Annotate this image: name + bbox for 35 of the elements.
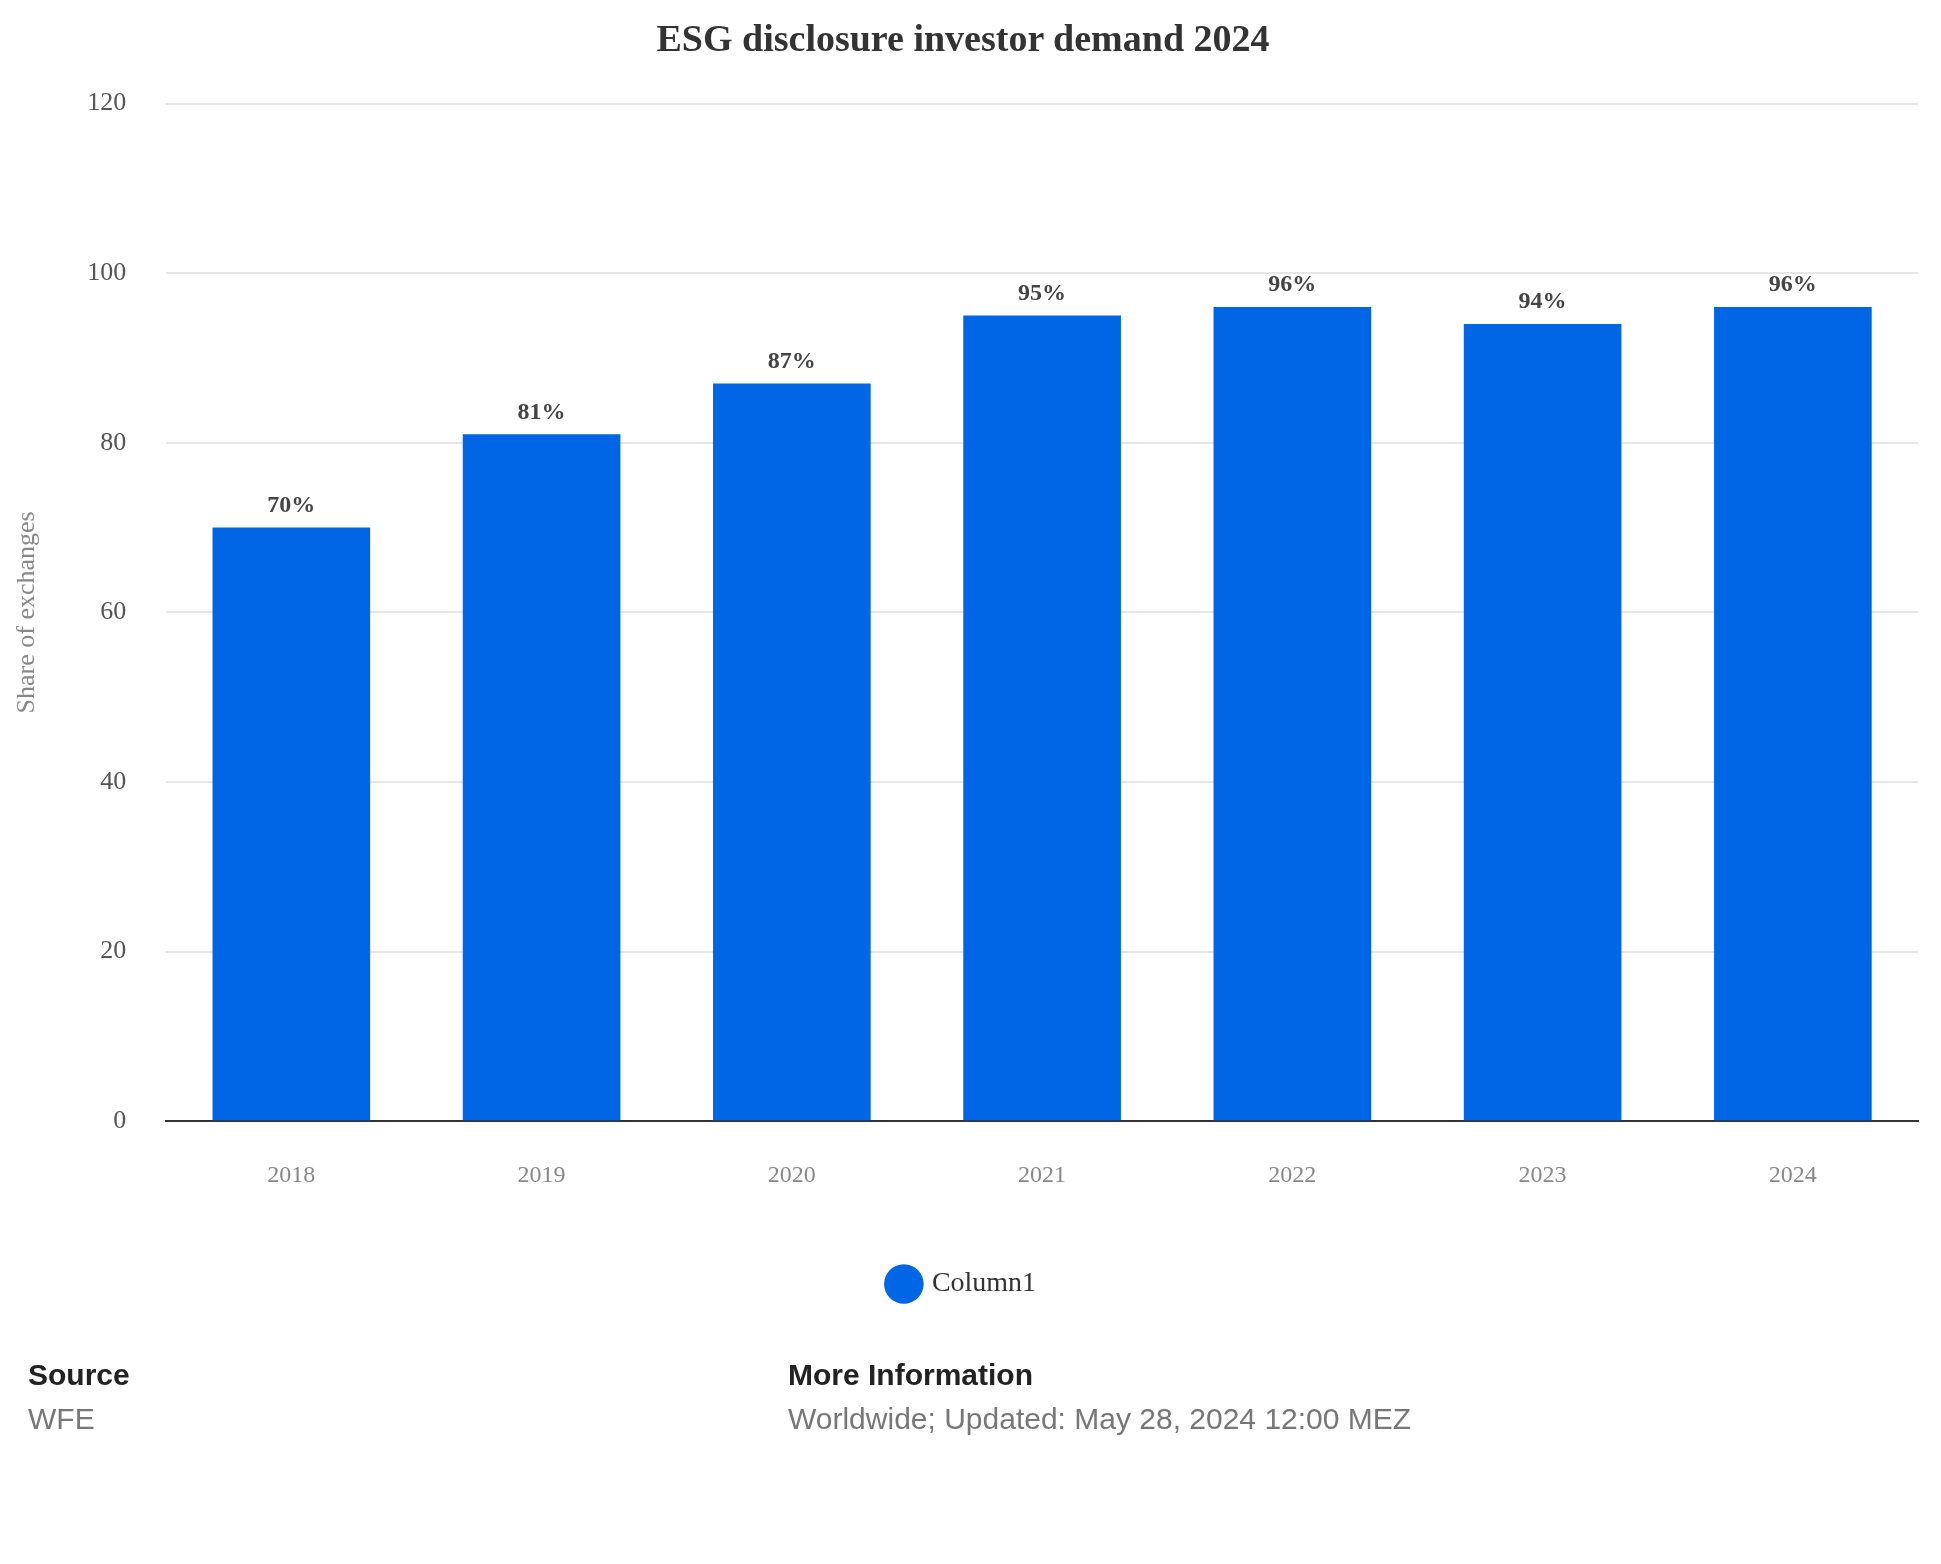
- bar: [1714, 307, 1872, 1121]
- x-tick-label: 2023: [1518, 1160, 1567, 1187]
- y-tick-label: 100: [87, 257, 127, 287]
- data-label: 94%: [1518, 287, 1567, 314]
- y-axis-title: Share of exchanges: [11, 511, 41, 714]
- text: WFE: [28, 1402, 96, 1436]
- text: More Information: [788, 1358, 1034, 1392]
- x-tick-label: 2018: [267, 1160, 316, 1187]
- data-label: 95%: [1018, 278, 1067, 305]
- y-tick-label: 20: [100, 935, 127, 965]
- text: Source: [28, 1358, 131, 1392]
- bar: [963, 315, 1121, 1121]
- text: Worldwide; Updated: May 28, 2024 12:00 MEZ: [788, 1402, 1413, 1436]
- x-tick-label: 2024: [1768, 1160, 1817, 1187]
- x-tick-label: 2022: [1268, 1160, 1317, 1187]
- bar: [1463, 324, 1622, 1121]
- bar: [212, 527, 371, 1121]
- y-tick-label: 120: [87, 87, 127, 117]
- legend-label: Column1: [931, 1266, 1037, 1298]
- x-tick-label: 2021: [1018, 1160, 1067, 1187]
- data-label: 96%: [1768, 270, 1817, 297]
- data-label: 96%: [1268, 270, 1317, 297]
- y-tick-label: 0: [113, 1105, 127, 1135]
- bar: [713, 383, 871, 1121]
- y-tick-label: 40: [100, 765, 127, 795]
- data-label: 81%: [517, 397, 566, 424]
- chart-title: ESG disclosure investor demand 2024: [656, 16, 1270, 59]
- bar: [462, 434, 621, 1121]
- data-label: 70%: [267, 490, 316, 517]
- y-tick-label: 80: [100, 426, 127, 456]
- data-label: 87%: [767, 346, 816, 373]
- x-tick-label: 2020: [767, 1160, 816, 1187]
- bar: [1213, 307, 1372, 1121]
- x-tick-label: 2019: [517, 1160, 566, 1187]
- y-tick-label: 60: [100, 596, 127, 626]
